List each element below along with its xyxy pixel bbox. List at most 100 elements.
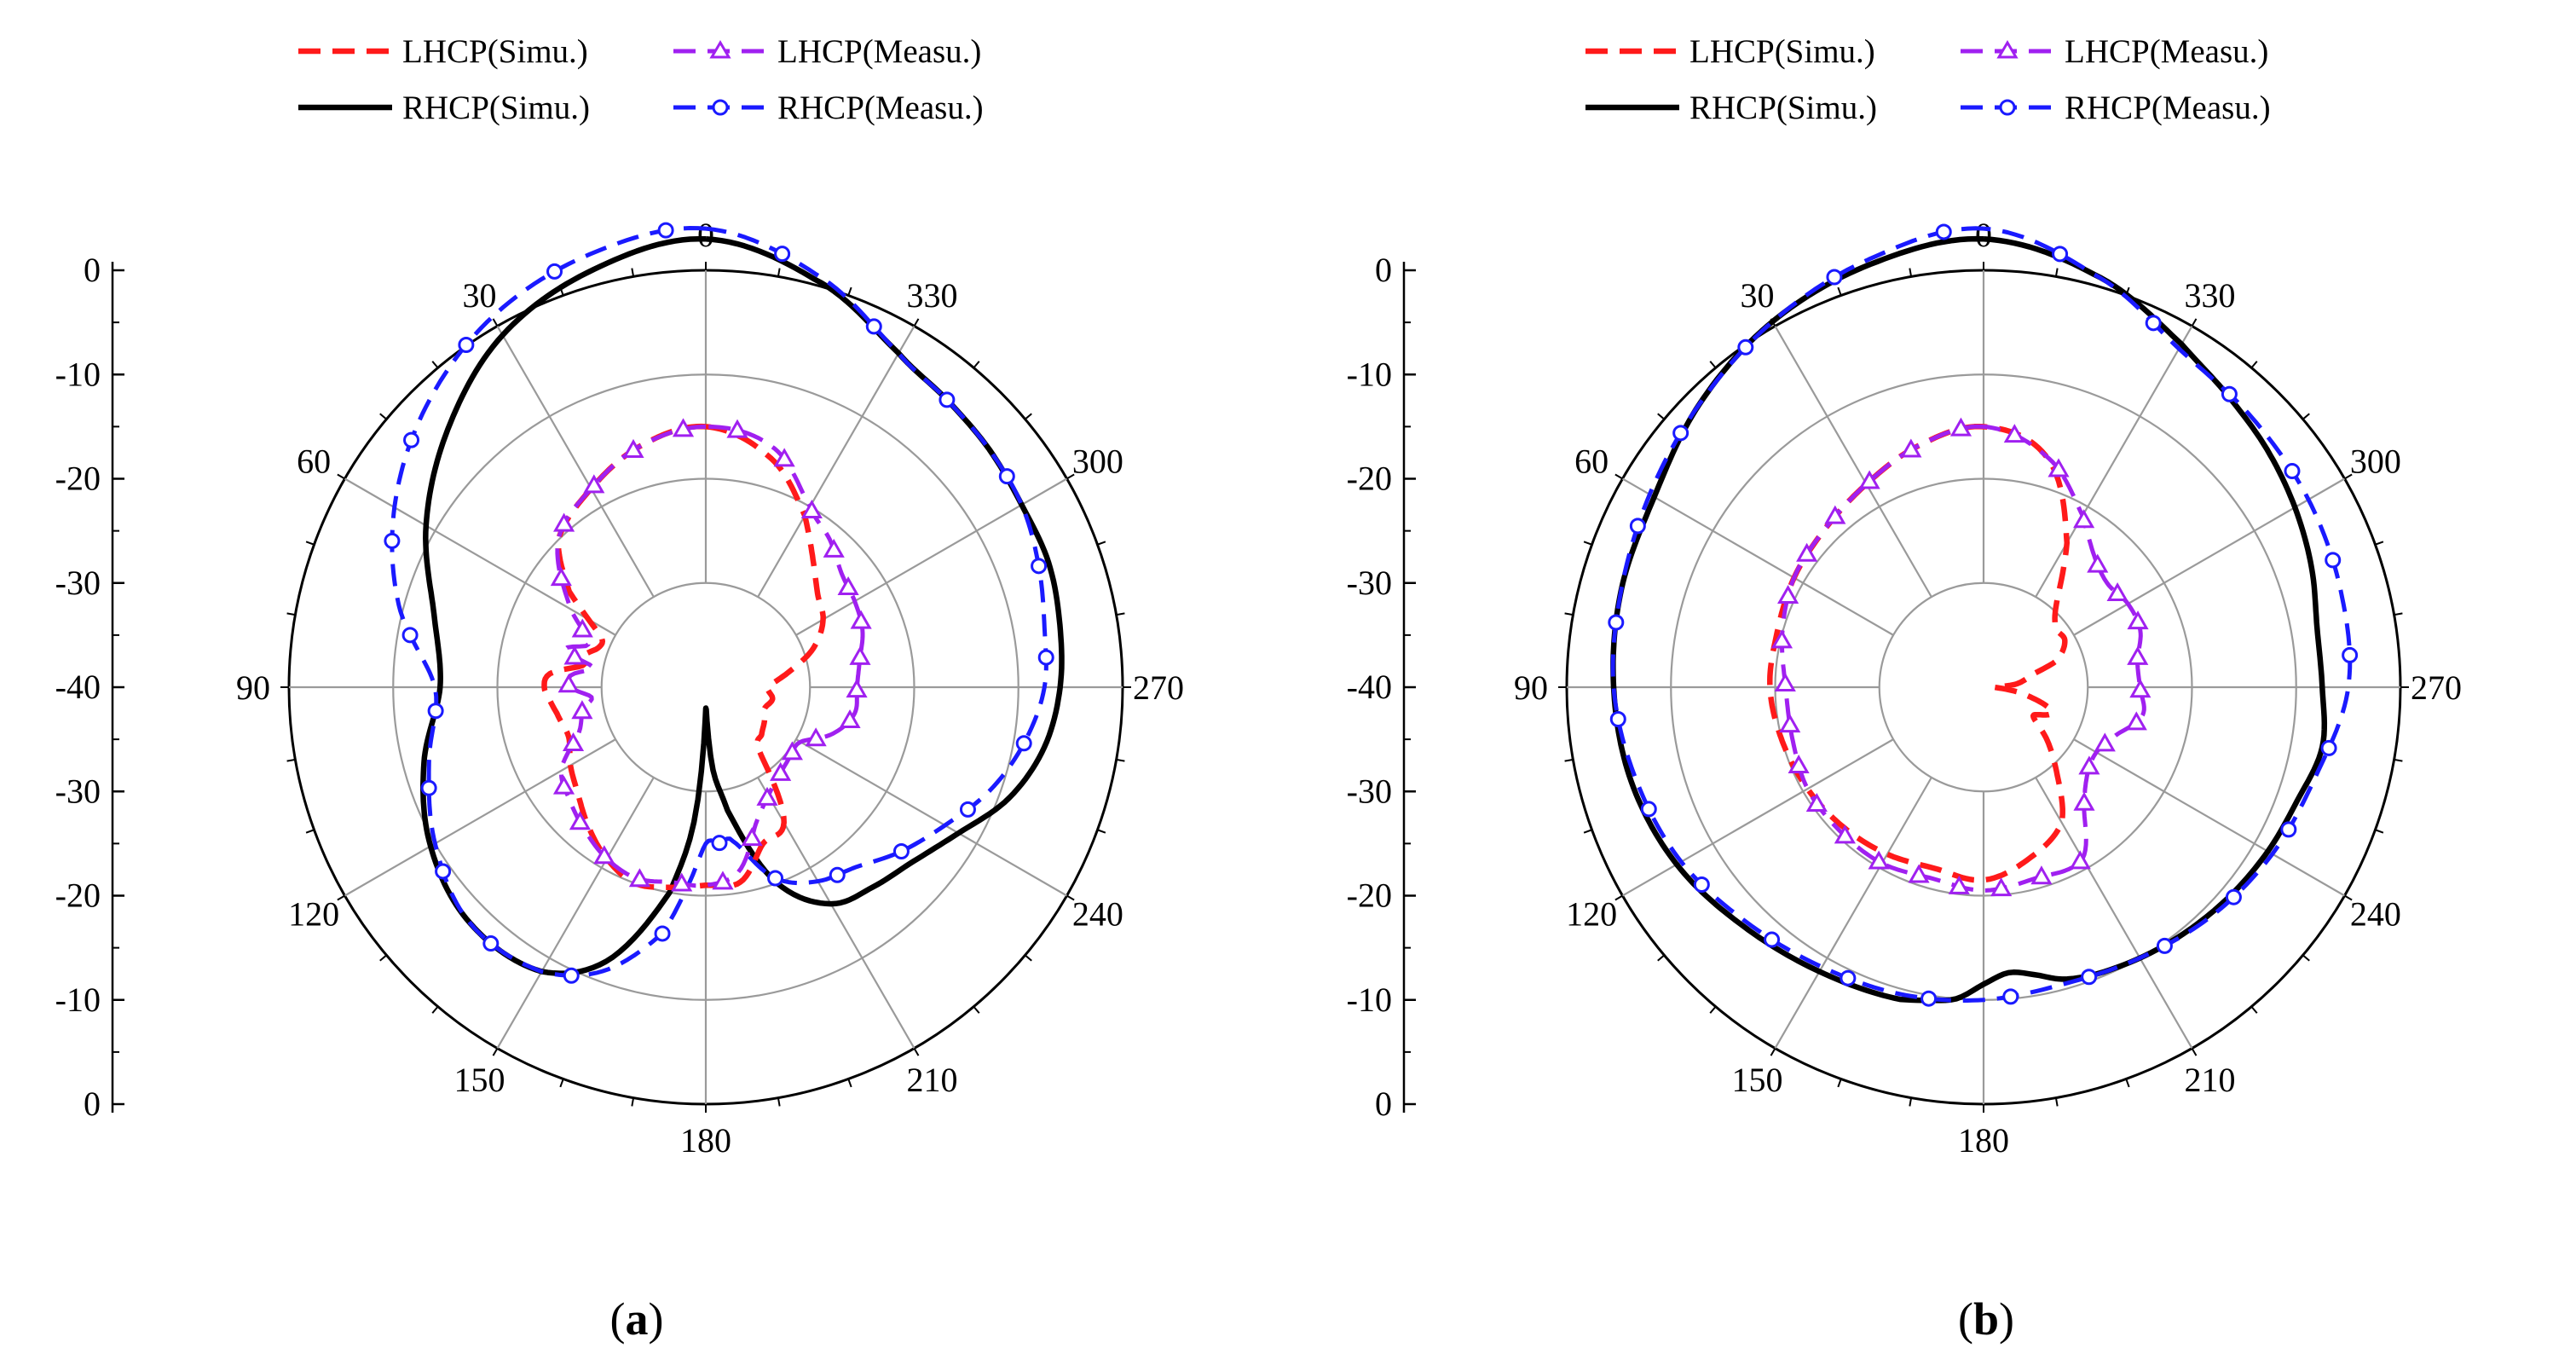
series-marker-triangle xyxy=(1824,505,1846,524)
polar-angle-tick xyxy=(2250,1005,2258,1014)
series-marker-triangle xyxy=(2127,645,2149,665)
polar-angle-tick xyxy=(1564,612,1574,616)
angle-tick-label: 270 xyxy=(2411,668,2462,707)
series-line-lhcpmeasu xyxy=(1779,424,2146,893)
polar-grid-spoke xyxy=(1774,325,1932,598)
angle-tick-label: 330 xyxy=(907,276,958,315)
series-marker-triangle xyxy=(1774,672,1796,691)
radial-tick-label: 0 xyxy=(84,251,101,289)
series-marker-triangle xyxy=(1788,755,1810,774)
series-marker-triangle xyxy=(805,727,827,747)
polar-angle-tick xyxy=(913,1047,920,1056)
legend-label: LHCP(Simu.) xyxy=(1689,33,1875,70)
angle-tick-label: 90 xyxy=(1514,668,1548,707)
series-marker-triangle xyxy=(726,419,748,438)
series-marker-circle xyxy=(1629,518,1646,535)
polar-angle-tick xyxy=(1837,1079,1842,1088)
series-marker-circle xyxy=(2325,552,2342,569)
series-marker-triangle xyxy=(773,448,795,467)
angle-tick-label: 300 xyxy=(2350,443,2401,481)
radial-tick-label: -30 xyxy=(55,564,101,602)
radial-tick-label: -40 xyxy=(55,668,101,706)
series-line-rhcpsimu xyxy=(420,235,1065,976)
legend-marker-circle xyxy=(1999,99,2016,116)
polar-grid-spoke xyxy=(2073,738,2346,897)
polar-angle-tick xyxy=(1024,954,1032,962)
series-marker-circle xyxy=(711,835,728,852)
polar-angle-tick xyxy=(847,286,852,296)
polar-angle-tick xyxy=(2054,1097,2059,1107)
polar-angle-tick xyxy=(1614,473,1624,480)
series-marker-triangle xyxy=(571,618,593,638)
series-marker-circle xyxy=(1764,931,1781,948)
series-marker-triangle xyxy=(2129,679,2151,698)
series-marker-circle xyxy=(1693,876,1710,894)
angle-tick-label: 120 xyxy=(288,895,339,934)
polar-angle-tick xyxy=(631,1097,635,1107)
series-marker-triangle xyxy=(2078,755,2100,775)
polar-angle-tick xyxy=(286,758,296,762)
polar-angle-tick xyxy=(286,612,296,616)
polar-grid-spoke xyxy=(1774,777,1932,1050)
polar-angle-tick xyxy=(2375,829,2384,834)
series-marker-circle xyxy=(2225,888,2242,905)
series-marker-circle xyxy=(892,843,910,860)
panel-a-chart: 0 30 60 90 120 150 180 210 240 270 300 330 0 -10 -20 -3… xyxy=(55,33,1184,1160)
polar-angle-tick xyxy=(973,361,980,369)
series-marker-triangle xyxy=(1949,417,1972,437)
series-marker-triangle xyxy=(741,827,763,847)
polar-angle-tick xyxy=(379,413,388,420)
series-marker-circle xyxy=(1640,801,1657,818)
series-marker-triangle xyxy=(2069,850,2091,870)
legend-label: RHCP(Simu.) xyxy=(402,90,590,126)
polar-angle-tick xyxy=(777,268,781,277)
polar-angle-tick xyxy=(1909,1097,1913,1107)
series-marker-triangle xyxy=(2127,610,2149,630)
series-marker-circle xyxy=(998,468,1015,485)
polar-angle-tick xyxy=(2343,473,2353,480)
series-marker-circle xyxy=(2280,821,2297,838)
series-marker-triangle xyxy=(593,845,615,865)
series-marker-triangle xyxy=(1805,792,1828,812)
series-marker-circle xyxy=(657,222,674,239)
angle-tick-label: 270 xyxy=(1133,668,1184,707)
angle-tick-label: 210 xyxy=(907,1061,958,1099)
series-marker-triangle xyxy=(1908,864,1930,883)
series-marker-circle xyxy=(2156,937,2173,954)
polar-angle-tick xyxy=(1614,894,1624,901)
series-line-lhcpsimu xyxy=(1767,423,2071,883)
series-marker-circle xyxy=(2320,739,2337,756)
polar-angle-tick xyxy=(2302,413,2310,420)
polar-angle-tick xyxy=(2191,1047,2198,1056)
polar-angle-tick xyxy=(492,318,499,327)
series-marker-triangle xyxy=(2073,791,2095,811)
radial-tick-label: -20 xyxy=(1347,876,1392,915)
angle-tick-label: 300 xyxy=(1072,443,1123,481)
series-marker-circle xyxy=(865,318,882,335)
angle-tick-label: 240 xyxy=(1072,895,1123,934)
legend-label: LHCP(Measu.) xyxy=(777,33,981,70)
legend-label: LHCP(Simu.) xyxy=(402,33,588,70)
polar-grid-spoke xyxy=(757,325,915,598)
series-marker-circle xyxy=(435,863,452,880)
angle-tick-label: 60 xyxy=(297,443,331,481)
series-marker-circle xyxy=(2342,646,2359,663)
angle-tick-label: 30 xyxy=(463,276,497,315)
radial-tick-label: 0 xyxy=(1375,251,1392,289)
series-marker-triangle xyxy=(1900,438,1922,458)
series-marker-circle xyxy=(384,532,401,549)
series-marker-circle xyxy=(1609,711,1626,728)
angle-tick-label: 210 xyxy=(2185,1061,2236,1099)
series-marker-triangle xyxy=(557,674,580,693)
series-marker-triangle xyxy=(849,645,871,665)
series-marker-circle xyxy=(2052,246,2069,263)
polar-angle-tick xyxy=(1583,541,1592,546)
series-marker-circle xyxy=(1826,269,1843,286)
polar-angle-tick xyxy=(2394,612,2403,616)
radial-tick-label: -20 xyxy=(55,460,101,498)
radial-tick-label: 0 xyxy=(1375,1085,1392,1123)
radial-tick-label: -10 xyxy=(55,355,101,393)
series-marker-triangle xyxy=(823,538,845,558)
polar-angle-tick xyxy=(631,268,635,277)
